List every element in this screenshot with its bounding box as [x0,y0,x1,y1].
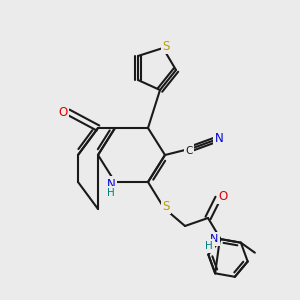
Text: N: N [210,234,218,244]
Text: H: H [205,241,213,251]
Text: N: N [106,178,116,190]
Text: S: S [162,40,170,52]
Text: O: O [58,106,68,118]
Text: S: S [162,200,170,212]
Text: O: O [218,190,228,202]
Text: N: N [214,131,224,145]
Text: C: C [185,146,193,156]
Text: H: H [107,188,115,198]
